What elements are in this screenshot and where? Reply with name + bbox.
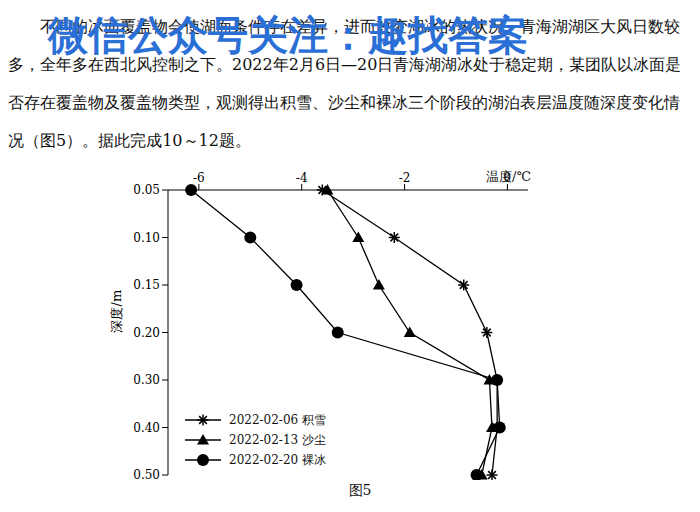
html-text:微信公众号关注：趣找答案: 微信公众号关注：趣找答案 — [48, 12, 528, 58]
html-text:不同的冰面覆盖物会使湖面条件存在差异，进而改变湖冰的热状况。: 不同的冰面覆盖物会使湖面条件存在差异，进而改变湖冰的热状况。青海湖湖区大风日数较… — [8, 17, 682, 150]
html-text:2022-02-20 裸冰: 2022-02-20 裸冰 — [229, 453, 326, 467]
svg-text:深度/m: 深度/m — [109, 290, 124, 333]
svg-text:0.10: 0.10 — [133, 231, 160, 245]
svg-text:-6: -6 — [193, 171, 205, 185]
svg-text:-4: -4 — [296, 171, 308, 185]
svg-text:-2: -2 — [399, 171, 411, 185]
html-text:温度/℃: 温度/℃ — [486, 169, 531, 184]
html-text:图5: 图5 — [348, 482, 372, 498]
svg-text:0.20: 0.20 — [133, 326, 160, 340]
svg-text:0.40: 0.40 — [133, 421, 160, 435]
svg-text:0.50: 0.50 — [133, 468, 160, 480]
html-text:2022-02-06 积雪: 2022-02-06 积雪 — [229, 413, 326, 427]
svg-text:0.05: 0.05 — [133, 183, 160, 197]
html-text:2022-02-13 沙尘: 2022-02-13 沙尘 — [229, 433, 326, 447]
svg-text:0.30: 0.30 — [133, 373, 160, 387]
svg-text:0.15: 0.15 — [133, 278, 160, 292]
